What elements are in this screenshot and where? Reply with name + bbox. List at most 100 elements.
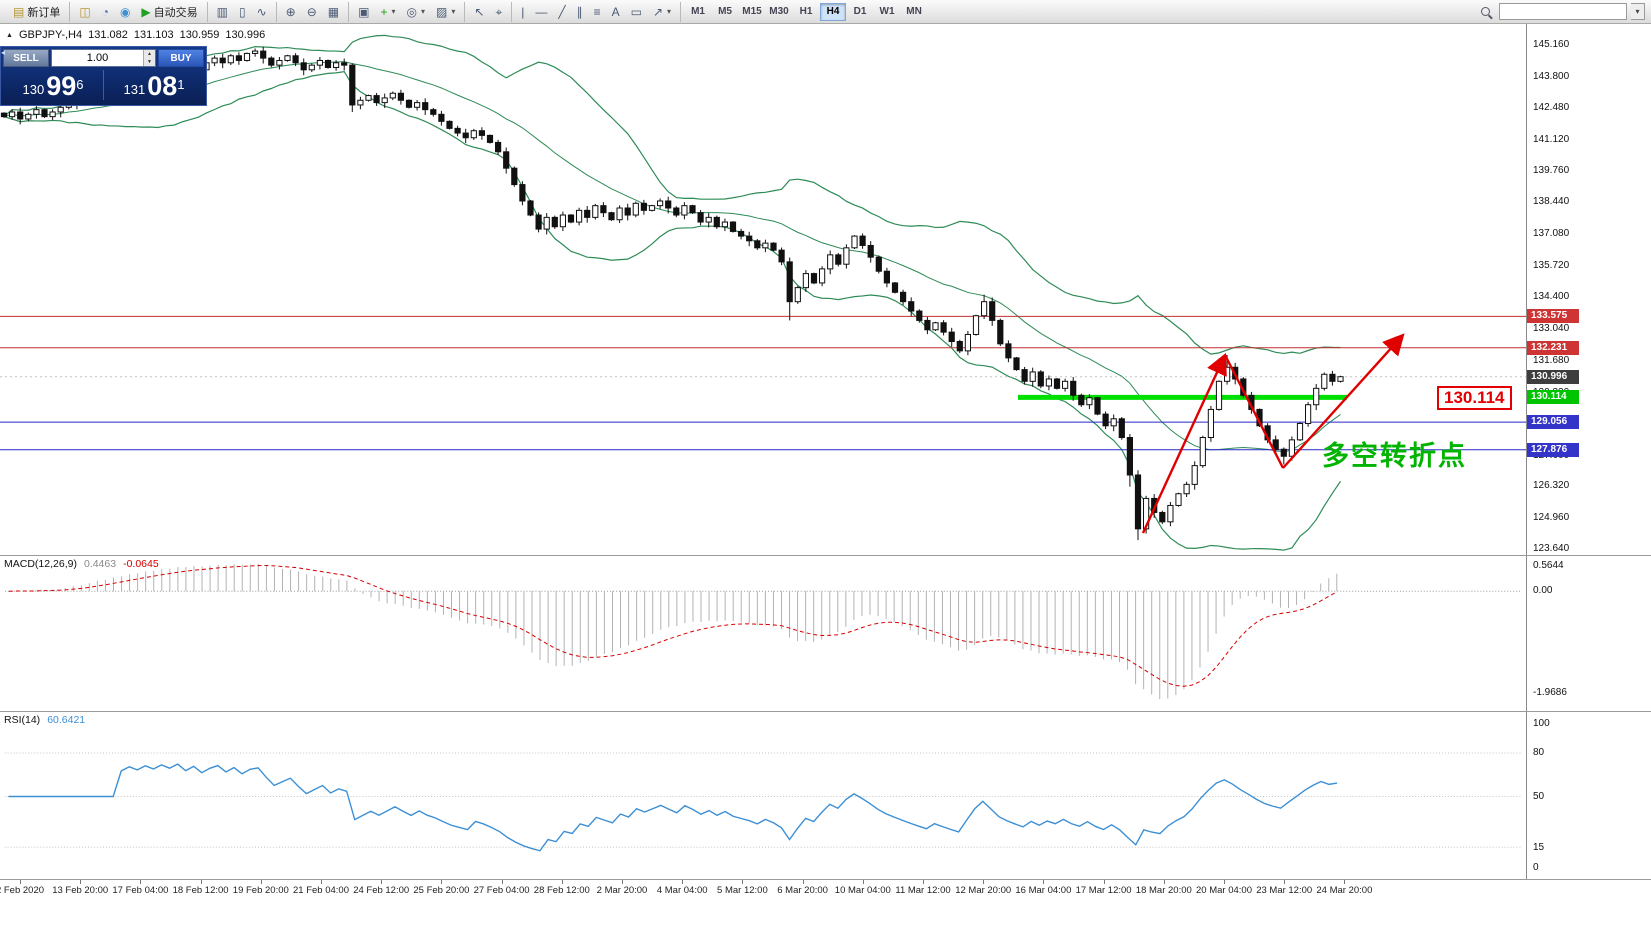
label-button[interactable]: ▭ <box>626 2 647 22</box>
tile-windows-button[interactable]: ▣ <box>353 2 374 22</box>
price-chip: 130.114 <box>1527 390 1579 405</box>
line-chart-button[interactable]: ∿ <box>252 2 272 22</box>
time-axis-label: 24 Mar 20:00 <box>1316 885 1373 896</box>
one-click-collapse-arrow[interactable]: ◂ <box>1 48 6 57</box>
templates-button[interactable]: ▨ ▾ <box>431 2 460 22</box>
time-axis-label: 17 Mar 12:00 <box>1075 885 1132 896</box>
time-axis-label: 21 Feb 04:00 <box>293 885 349 896</box>
trend-arrows[interactable] <box>1141 333 1405 534</box>
accounts-button[interactable]: ◔ <box>97 2 114 22</box>
time-tick <box>200 880 202 884</box>
buy-price-point: 1 <box>177 77 185 92</box>
zoom-in-button[interactable]: ⊕ <box>281 2 301 22</box>
arrows-button[interactable]: ↗ ▾ <box>648 2 676 22</box>
accounts-icon: ◔ <box>101 4 109 19</box>
price-axis-label: 138.440 <box>1533 196 1570 208</box>
rsi-name: RSI(14) <box>4 714 41 726</box>
volume-down-icon[interactable]: ▼ <box>144 58 155 66</box>
rsi-panel: 100 80 50 15 0 RSI(14) 60.6421 <box>0 711 1651 879</box>
time-tick <box>1224 880 1225 884</box>
time-axis-label: 18 Mar 20:00 <box>1135 885 1192 896</box>
dropdown-arrow-icon: ▾ <box>391 7 396 16</box>
volume-control[interactable]: 1.00 ▲ ▼ <box>51 49 156 67</box>
cursor-icon: ↖ <box>474 4 485 19</box>
bar-chart-button[interactable]: ▥ <box>212 2 233 22</box>
volume-value[interactable]: 1.00 <box>86 52 109 64</box>
text-button[interactable]: A <box>607 2 625 22</box>
grid-icon: ▦ <box>327 4 340 19</box>
price-axis-label: 134.400 <box>1533 290 1570 302</box>
vertical-line-button[interactable]: | <box>516 2 529 22</box>
timeframe-m5[interactable]: M5 <box>718 6 732 17</box>
price-chip: 129.056 <box>1527 415 1579 430</box>
time-tick <box>622 880 623 884</box>
bollinger-bands <box>3 34 1341 551</box>
timeframe-mn[interactable]: MN <box>906 6 922 17</box>
horizontal-line-button[interactable]: — <box>530 2 552 22</box>
volume-up-icon[interactable]: ▲ <box>144 50 155 58</box>
rsi-canvas[interactable] <box>0 712 1526 879</box>
timeframe-m1[interactable]: M1 <box>691 6 705 17</box>
price-divider <box>103 70 104 100</box>
timeframe-m15[interactable]: M15 <box>742 6 762 17</box>
search-button[interactable] <box>1476 2 1495 22</box>
time-tick <box>381 880 383 884</box>
autotrading-button[interactable]: ▶ 自动交易 <box>136 2 202 22</box>
turning-point-annotation[interactable]: 多空转折点 <box>1322 441 1467 471</box>
timeframe-h4[interactable]: H4 <box>820 2 847 21</box>
main-toolbar: ▤ 新订单 ◫ ◔ ◉ ▶ 自动交易 ▥ ▯ ∿ ⊕ ⊖ ▦ ▣ + ▾ ◎ ▾ ▨ ▾ ↖ ⌖ | — ╱ ∥ ≡ A ▭ ↗ ▾ M1 M… <box>0 0 1651 24</box>
one-click-trading-panel: SELL 1.00 ▲ ▼ BUY 130 99 6 131 08 1 <box>0 46 207 106</box>
price-chart-canvas[interactable] <box>0 24 1526 555</box>
symbol-search-input[interactable] <box>1499 3 1627 20</box>
time-axis-label: 4 Mar 04:00 <box>656 885 708 896</box>
buy-price[interactable]: 131 08 1 <box>104 67 204 103</box>
main-chart-panel: 145.160 143.800 142.480 141.120 139.760 138.4… <box>0 24 1651 555</box>
profiles-button[interactable]: ◎ ▾ <box>402 2 431 22</box>
horizontal-line-icon: — <box>535 4 548 19</box>
channel-button[interactable]: ∥ <box>572 2 588 22</box>
candlestick-chart-button[interactable]: ▯ <box>234 2 251 22</box>
time-tick <box>682 880 684 884</box>
time-axis-label: 16 Mar 04:00 <box>1015 885 1072 896</box>
fibonacci-button[interactable]: ≡ <box>589 2 606 22</box>
time-tick <box>561 880 563 884</box>
zoom-out-button[interactable]: ⊖ <box>302 2 322 22</box>
symbol-name: GBPJPY-,H4 <box>18 29 83 41</box>
timeframe-m30[interactable]: M30 <box>769 6 789 17</box>
price-axis-label: 133.040 <box>1533 322 1570 334</box>
ohlc-high: 131.103 <box>133 29 174 41</box>
buy-price-prefix: 131 <box>123 81 146 97</box>
candlestick-series <box>0 46 1344 541</box>
support-price-tag[interactable]: 130.114 <box>1437 386 1512 410</box>
up-arrow-icon: ▲ <box>6 31 13 39</box>
sell-price-prefix: 130 <box>22 81 45 97</box>
timeframe-d1[interactable]: D1 <box>853 6 867 17</box>
new-chart-button[interactable]: + ▾ <box>375 2 400 22</box>
time-axis[interactable]: 2 Feb 2020 13 Feb 20:00 17 Feb 04:00 18 Feb… <box>0 879 1651 899</box>
macd-axis-label: 0.00 <box>1533 585 1553 597</box>
timeframe-h1[interactable]: H1 <box>799 6 813 17</box>
new-order-button[interactable]: ▤ 新订单 <box>8 2 65 22</box>
time-axis-label: 18 Feb 12:00 <box>172 885 229 896</box>
timeframe-w1[interactable]: W1 <box>879 6 895 17</box>
toolbar-group: ⊕ ⊖ ▦ <box>275 1 348 22</box>
sell-button[interactable]: SELL <box>3 49 49 67</box>
ohlc-close: 130.996 <box>225 29 266 41</box>
macd-canvas[interactable] <box>0 556 1526 711</box>
macd-axis-label: 0.5644 <box>1533 560 1564 571</box>
community-button[interactable]: ◉ <box>115 2 135 22</box>
time-tick <box>80 880 82 884</box>
grid-button[interactable]: ▦ <box>323 2 344 22</box>
time-tick <box>1103 880 1105 884</box>
cursor-button[interactable]: ↖ <box>469 2 489 22</box>
search-dropdown-button[interactable]: ▾ <box>1631 3 1645 20</box>
price-axis-label: 137.080 <box>1533 228 1570 240</box>
buy-button[interactable]: BUY <box>158 49 204 67</box>
sell-price[interactable]: 130 99 6 <box>3 67 103 103</box>
buy-price-pips: 08 <box>147 71 178 101</box>
chart-windows-button[interactable]: ◫ <box>74 2 95 22</box>
trendline-button[interactable]: ╱ <box>553 2 570 22</box>
crosshair-button[interactable]: ⌖ <box>490 2 507 22</box>
new-chart-icon: + <box>380 4 388 19</box>
rsi-value: 60.6421 <box>47 714 86 726</box>
